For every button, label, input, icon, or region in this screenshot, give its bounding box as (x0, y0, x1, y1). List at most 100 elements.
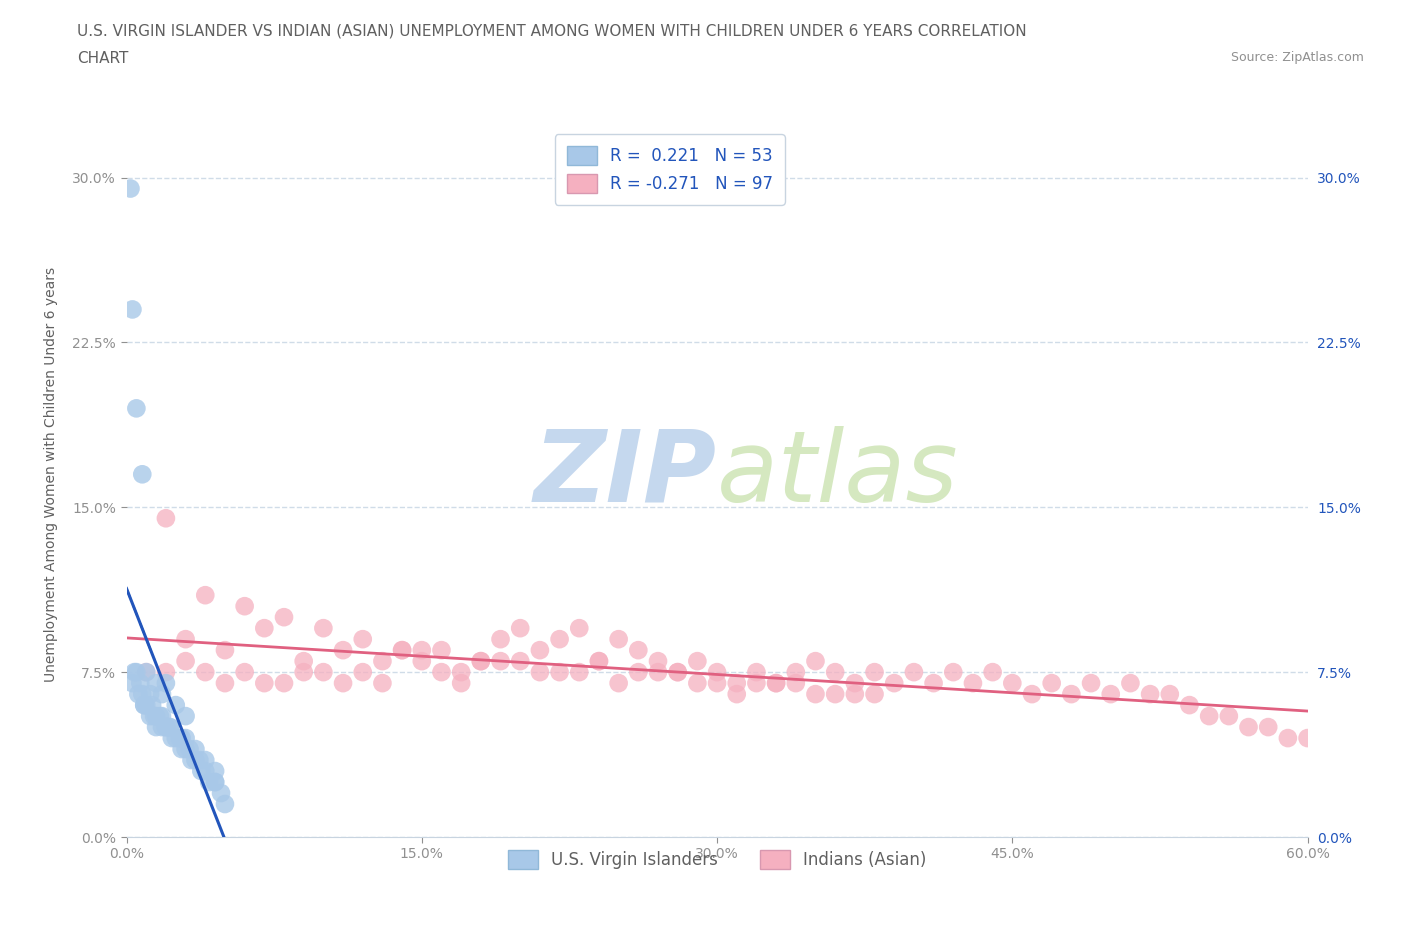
Point (135, 665, 157, 680)
Point (588, 654, 610, 669)
Point (159, 720, 181, 735)
Point (352, 631, 374, 646)
Point (127, 686, 149, 701)
Point (785, 676, 807, 691)
Point (548, 665, 571, 680)
Point (174, 709, 197, 724)
Point (430, 643, 453, 658)
Point (204, 764, 226, 778)
Point (292, 654, 315, 669)
Text: CHART: CHART (77, 51, 129, 66)
Point (120, 181, 142, 196)
Point (145, 720, 167, 735)
Point (1001, 676, 1024, 691)
Point (765, 676, 787, 691)
Point (411, 654, 433, 669)
Point (470, 654, 492, 669)
Point (174, 654, 197, 669)
Point (150, 686, 173, 701)
Point (125, 401, 148, 416)
Point (548, 631, 571, 646)
Point (159, 720, 181, 735)
Point (450, 676, 472, 691)
Point (450, 665, 472, 680)
Point (903, 665, 925, 680)
Point (292, 665, 315, 680)
Point (139, 709, 162, 724)
Point (149, 709, 172, 724)
Point (470, 654, 492, 669)
Point (194, 764, 217, 778)
Point (666, 665, 689, 680)
Point (509, 654, 531, 669)
Point (824, 665, 846, 680)
Point (1060, 686, 1083, 701)
Point (155, 720, 177, 735)
Point (863, 686, 886, 701)
Point (204, 775, 226, 790)
Point (131, 686, 153, 701)
Point (588, 654, 610, 669)
Point (198, 775, 221, 790)
Point (371, 654, 394, 669)
Point (745, 676, 768, 691)
Point (804, 654, 827, 669)
Point (145, 676, 167, 691)
Point (352, 665, 374, 680)
Point (125, 665, 148, 680)
Point (607, 676, 630, 691)
Point (170, 741, 193, 756)
Point (962, 676, 984, 691)
Point (411, 643, 433, 658)
Point (174, 731, 197, 746)
Point (391, 643, 413, 658)
Point (180, 752, 202, 767)
Point (121, 676, 143, 691)
Point (824, 686, 846, 701)
Point (194, 752, 217, 767)
Text: atlas: atlas (717, 426, 959, 523)
Point (204, 775, 226, 790)
Point (194, 588, 217, 603)
Point (371, 676, 394, 691)
Point (155, 720, 177, 735)
Point (273, 610, 295, 625)
Point (188, 752, 211, 767)
Point (145, 709, 167, 724)
Point (529, 643, 551, 658)
Point (647, 665, 669, 680)
Point (131, 467, 153, 482)
Point (1257, 720, 1279, 735)
Point (135, 665, 157, 680)
Point (179, 741, 201, 756)
Point (214, 643, 236, 658)
Point (666, 665, 689, 680)
Point (1139, 686, 1161, 701)
Point (785, 665, 807, 680)
Point (143, 709, 166, 724)
Point (627, 665, 650, 680)
Text: ZIP: ZIP (534, 426, 717, 523)
Point (942, 665, 965, 680)
Point (150, 720, 173, 735)
Point (804, 686, 827, 701)
Point (391, 643, 413, 658)
Point (529, 665, 551, 680)
Point (155, 665, 177, 680)
Y-axis label: Unemployment Among Women with Children Under 6 years: Unemployment Among Women with Children U… (45, 267, 59, 682)
Text: U.S. VIRGIN ISLANDER VS INDIAN (ASIAN) UNEMPLOYMENT AMONG WOMEN WITH CHILDREN UN: U.S. VIRGIN ISLANDER VS INDIAN (ASIAN) U… (77, 23, 1026, 38)
Point (745, 665, 768, 680)
Point (863, 665, 886, 680)
Point (686, 654, 709, 669)
Point (1277, 731, 1299, 746)
Point (233, 665, 256, 680)
Point (165, 698, 187, 712)
Point (647, 654, 669, 669)
Point (1021, 686, 1043, 701)
Point (150, 709, 173, 724)
Point (489, 654, 512, 669)
Point (844, 676, 866, 691)
Point (124, 665, 146, 680)
Point (844, 686, 866, 701)
Point (607, 631, 630, 646)
